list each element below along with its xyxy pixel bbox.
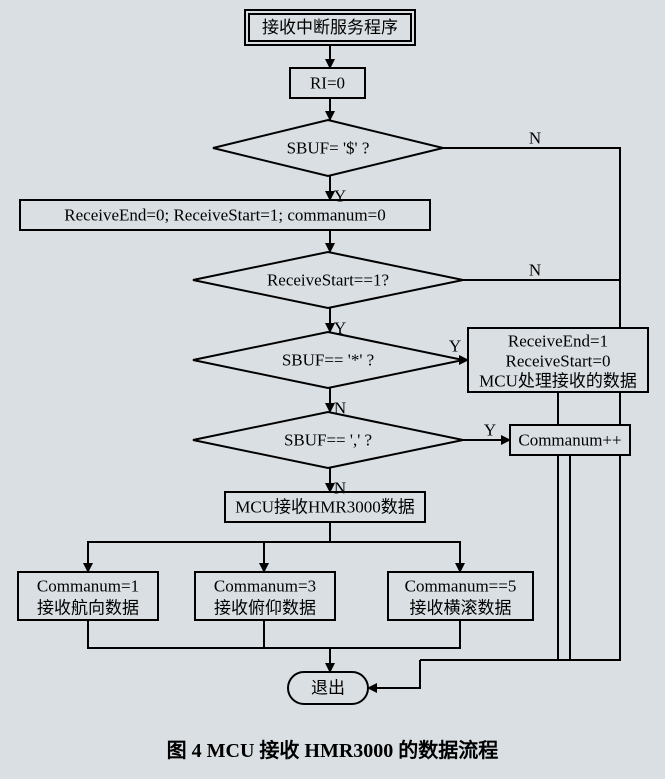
node-label: Y (334, 187, 346, 206)
node-label: Commanum++ (518, 431, 621, 450)
node-label: RI=0 (310, 74, 345, 93)
node-label: SBUF= '$' ? (287, 139, 370, 158)
nodes: 接收中断服务程序 RI=0 SBUF= '$' ? ReceiveEnd=0; Rec… (18, 10, 648, 704)
node-label: 接收俯仰数据 (214, 599, 316, 618)
node-label: Commanum=1 (37, 577, 139, 596)
node-label: Y (449, 337, 461, 356)
node-label: N (529, 261, 541, 280)
node-label: Commanum==5 (405, 577, 517, 596)
node-label: MCU处理接收的数据 (479, 372, 637, 391)
node-label: Y (484, 421, 496, 440)
node-label: MCU接收HMR3000数据 (235, 498, 414, 517)
node-label: SBUF== ',' ? (284, 431, 372, 450)
node-label: N (529, 129, 541, 148)
node-label: N (334, 399, 346, 418)
node-label: Commanum=3 (214, 577, 316, 596)
node-label: ReceiveStart=0 (506, 352, 611, 371)
node-label: 接收横滚数据 (410, 599, 512, 618)
node-label: SBUF== '*' ? (282, 351, 374, 370)
node-label: ReceiveStart==1? (267, 271, 389, 290)
node-label: 接收航向数据 (37, 599, 139, 618)
node-label: ReceiveEnd=0; ReceiveStart=1; commanum=0 (64, 206, 385, 225)
node-label: 退出 (311, 679, 345, 698)
node-label: N (334, 479, 346, 498)
node-label: Y (334, 319, 346, 338)
node-label: ReceiveEnd=1 (508, 332, 608, 351)
node-label: 接收中断服务程序 (262, 18, 398, 37)
figure-caption: 图 4 MCU 接收 HMR3000 的数据流程 (167, 740, 499, 762)
